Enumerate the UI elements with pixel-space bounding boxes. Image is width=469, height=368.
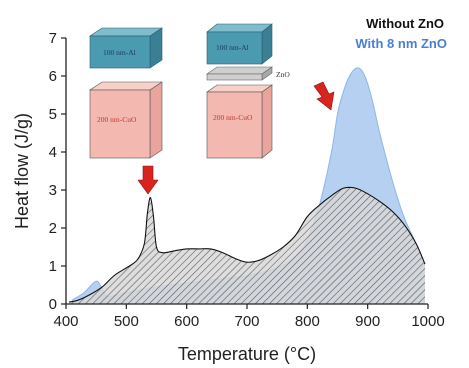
cuo-box-left: 200 nm-CuO xyxy=(89,81,163,159)
y-tick-label: 2 xyxy=(49,220,57,237)
cuo-box-right-side xyxy=(261,84,273,159)
al-box-right-front xyxy=(206,31,263,65)
x-tick-label: 800 xyxy=(295,313,320,330)
al-box-right: 100 nm-Al xyxy=(206,23,273,65)
al-box-right-top xyxy=(206,23,273,33)
legend-entry-with-zno: With 8 nm ZnO xyxy=(355,36,447,51)
y-tick-label: 0 xyxy=(49,296,57,313)
y-tick-label: 1 xyxy=(49,258,57,275)
y-tick-label: 3 xyxy=(49,182,57,199)
x-tick-label: 600 xyxy=(174,313,199,330)
cuo-box-right-top xyxy=(206,84,273,93)
arrow-right xyxy=(313,81,335,111)
series-line-0 xyxy=(68,186,426,303)
y-tick-label: 7 xyxy=(49,30,57,47)
cuo-box-right-front xyxy=(206,91,263,159)
schematic-right: 100 nm-Al ZnO 200 nm-CuO xyxy=(206,23,335,159)
x-tick-label: 1000 xyxy=(411,313,444,330)
label-right-zno: ZnO xyxy=(276,70,290,79)
y-tick-label: 4 xyxy=(49,144,57,161)
x-axis-title: Temperature (°C) xyxy=(178,344,316,364)
arrow-left xyxy=(137,165,159,195)
cuo-box-left-front xyxy=(89,89,151,159)
ticks-layer: 400 500 600 700 800 900 1000 0 1 2 3 4 5 6 7 xyxy=(49,30,445,330)
y-axis-title: Heat flow (J/g) xyxy=(12,113,32,229)
x-tick-label: 900 xyxy=(355,313,380,330)
cuo-box-left-side xyxy=(149,81,163,159)
label-left-al: 100 nm-Al xyxy=(103,48,136,57)
label-right-al: 100 nm-Al xyxy=(216,43,249,52)
zno-layer-front xyxy=(206,73,263,81)
series-area-0 xyxy=(69,187,425,304)
x-tick-label: 500 xyxy=(114,313,139,330)
series-layer xyxy=(68,67,426,304)
cuo-box-right: 200 nm-CuO xyxy=(206,84,273,159)
schematic-left: 100 nm-Al 200 nm-CuO xyxy=(89,27,163,195)
zno-layer-top xyxy=(206,66,273,75)
x-tick-label: 400 xyxy=(53,313,78,330)
al-box-left: 100 nm-Al xyxy=(89,27,163,69)
legend-entry-without-zno: Without ZnO xyxy=(366,16,444,31)
x-tick-label: 700 xyxy=(234,313,259,330)
label-right-cuo: 200 nm-CuO xyxy=(213,113,253,122)
cuo-box-left-top xyxy=(89,81,163,91)
zno-layer-right: ZnO xyxy=(206,66,290,81)
al-box-left-top xyxy=(89,27,163,37)
al-box-left-front xyxy=(89,35,151,69)
label-left-cuo: 200 nm-CuO xyxy=(97,115,137,124)
y-tick-label: 5 xyxy=(49,106,57,123)
y-tick-label: 6 xyxy=(49,68,57,85)
